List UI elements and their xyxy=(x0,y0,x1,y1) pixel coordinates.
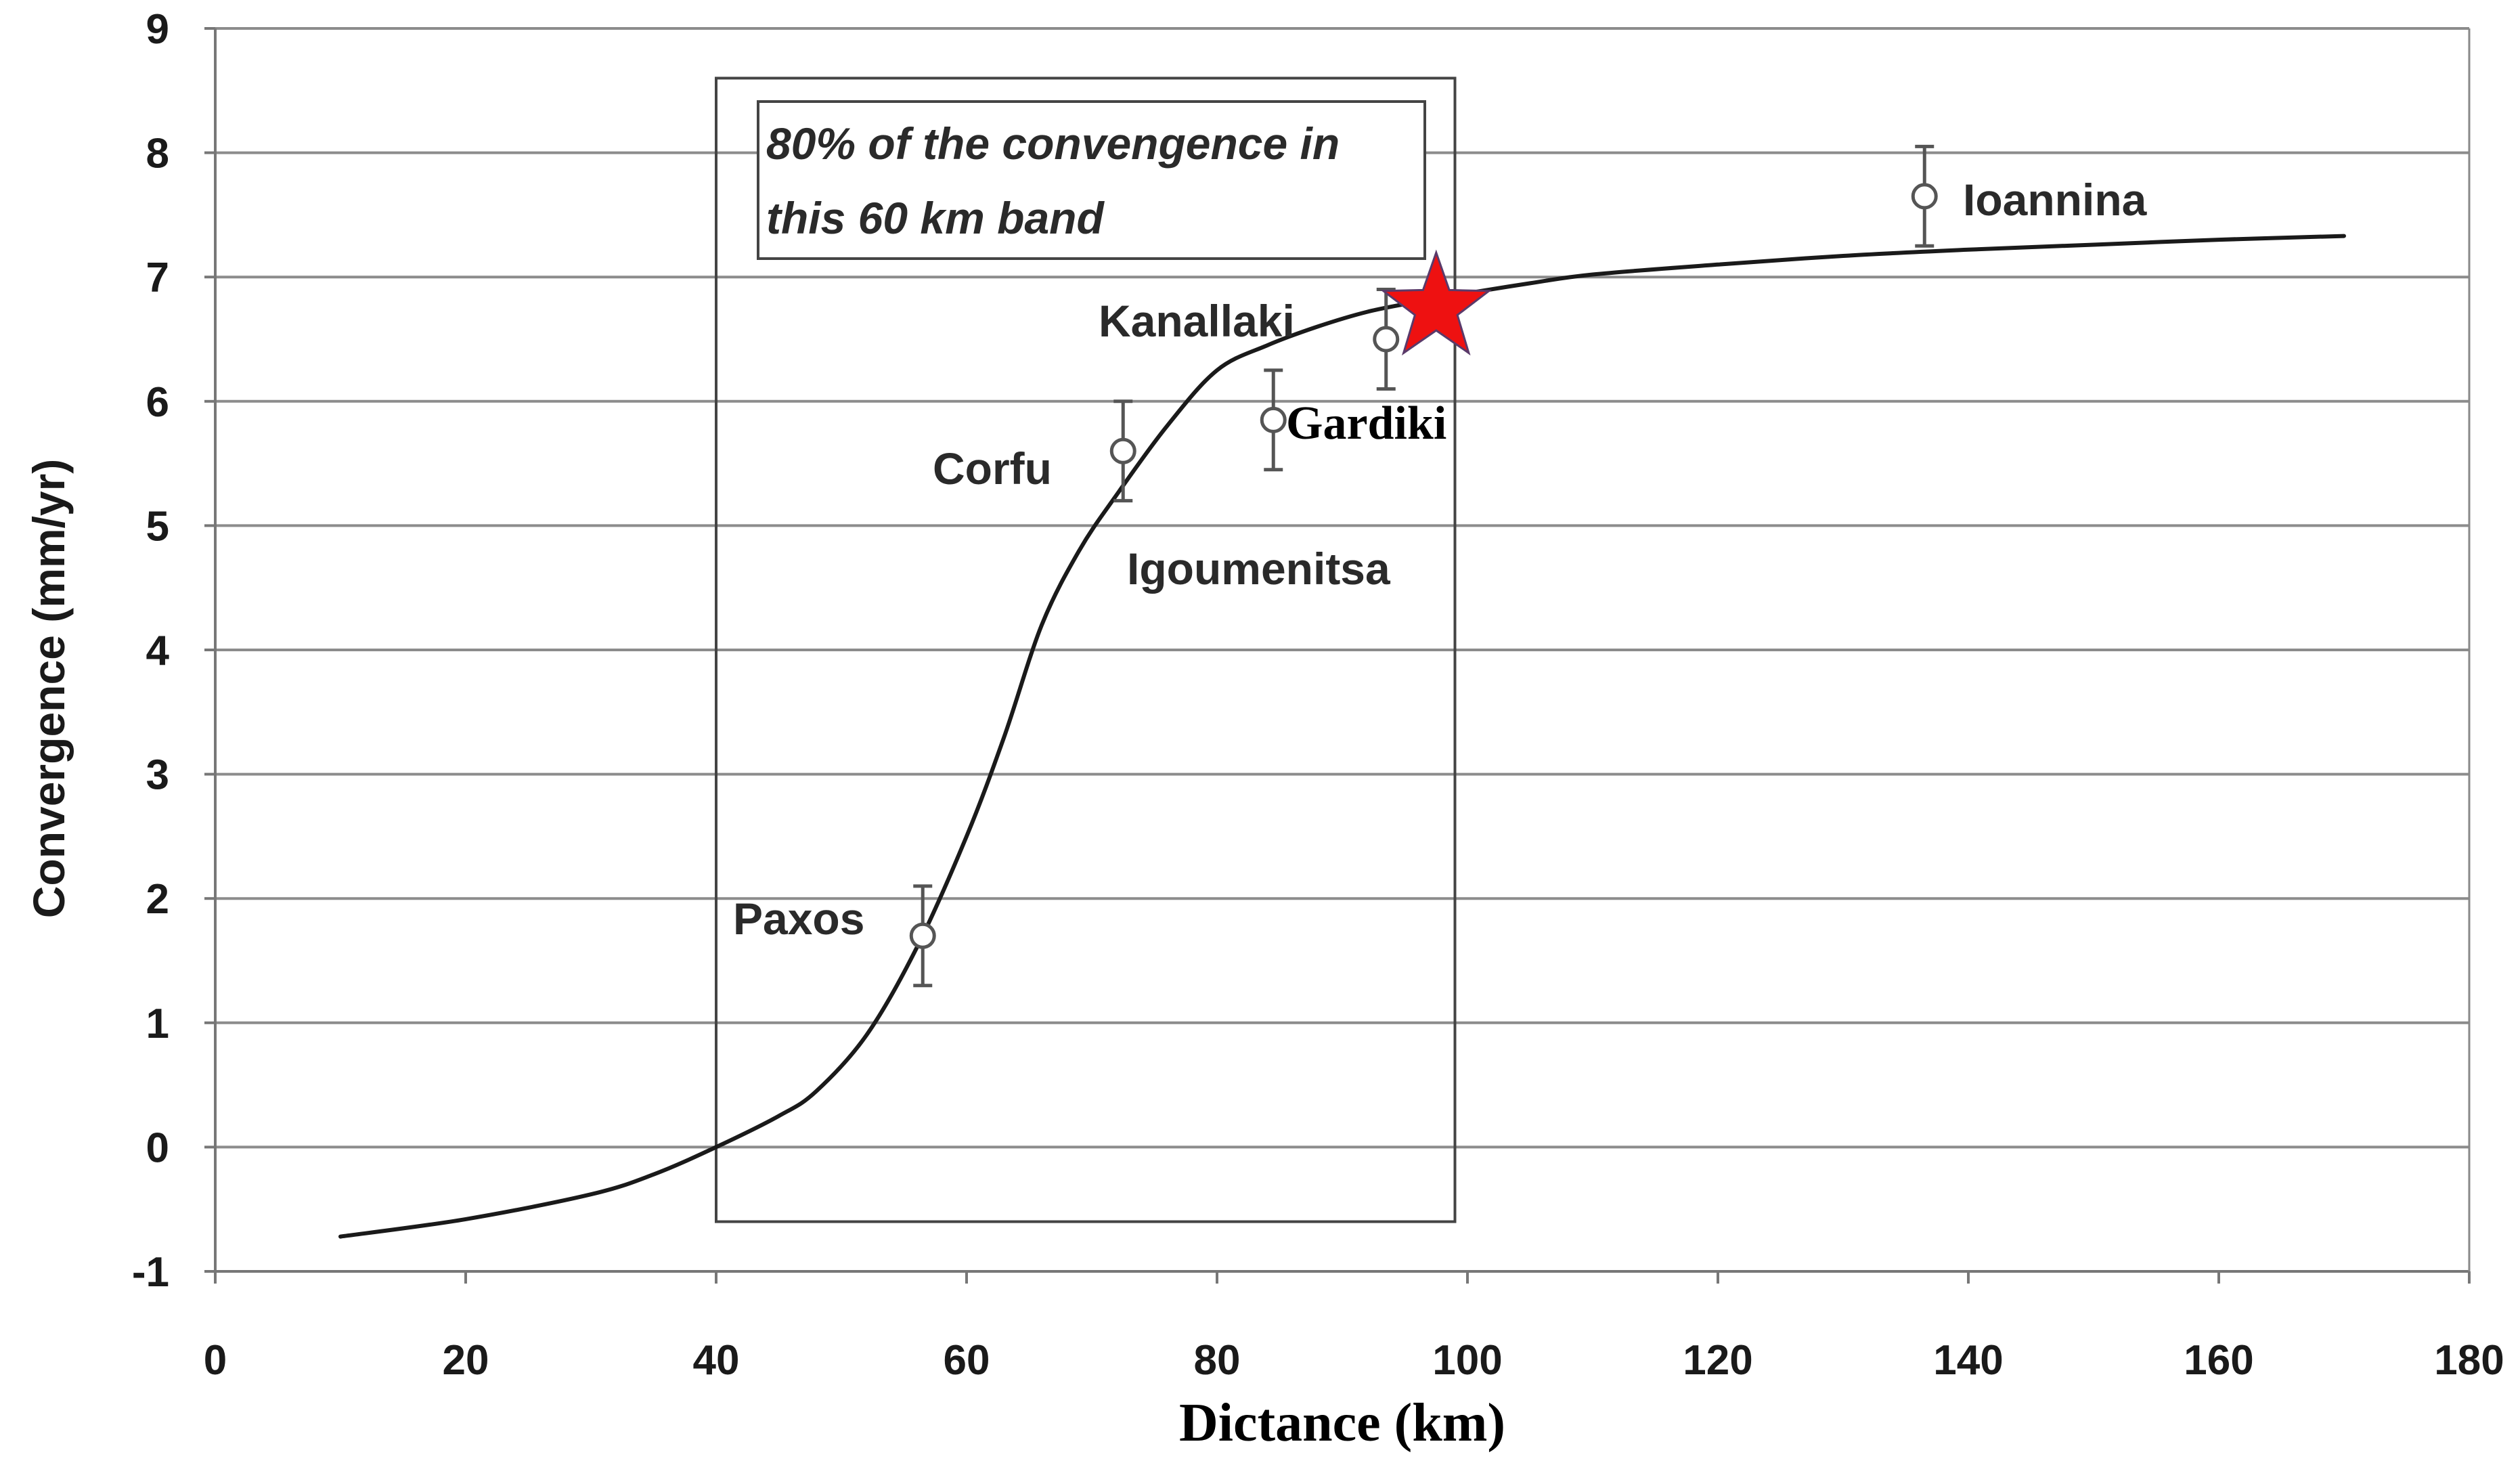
point-corfu xyxy=(1109,399,1136,503)
band-annotation-line-2: this 60 km band xyxy=(766,193,1105,243)
x-tick-label: 0 xyxy=(204,1337,227,1384)
y-tick-label: 1 xyxy=(146,1001,169,1047)
x-tick-label: 180 xyxy=(2434,1337,2504,1384)
label-gardiki: Gardiki xyxy=(1286,397,1446,450)
point-igoumenitsa xyxy=(1260,368,1287,472)
point-marker xyxy=(1260,406,1287,433)
x-tick-label: 140 xyxy=(1933,1337,2003,1384)
grid-lines xyxy=(215,27,2469,1273)
y-tick-label: 8 xyxy=(146,131,169,177)
point-marker xyxy=(1109,437,1136,464)
y-axis-title: Convergence (mm/yr) xyxy=(24,459,74,919)
x-tick-label: 120 xyxy=(1683,1337,1752,1384)
band-rectangle xyxy=(715,76,1457,1223)
y-tick-label: 6 xyxy=(146,379,169,426)
label-corfu: Corfu xyxy=(933,443,1052,494)
convergence-curve xyxy=(338,234,2346,1239)
point-ioannina xyxy=(1911,144,1938,248)
axes xyxy=(204,27,2471,1284)
label-paxos: Paxos xyxy=(733,894,864,944)
x-tick-label: 60 xyxy=(944,1337,990,1384)
point-marker xyxy=(1911,183,1938,210)
y-tick-label: 4 xyxy=(146,628,170,674)
x-tick-labels: 0 20 40 60 80 100 120 140 160 180 xyxy=(204,1337,2504,1384)
y-tick-label: 9 xyxy=(146,6,169,53)
y-tick-label: 7 xyxy=(146,255,169,301)
x-tick-label: 100 xyxy=(1432,1337,1502,1384)
label-igoumenitsa: Igoumenitsa xyxy=(1127,544,1391,594)
point-marker xyxy=(909,922,936,949)
x-tick-label: 160 xyxy=(2184,1337,2253,1384)
x-tick-label: 80 xyxy=(1194,1337,1241,1384)
band-annotation-line-1: 80% of the convengence in xyxy=(766,118,1340,169)
y-tick-label: 2 xyxy=(146,876,169,923)
y-tick-label: 3 xyxy=(146,752,169,799)
y-tick-label: 0 xyxy=(146,1124,169,1171)
y-tick-labels: -1 0 1 2 3 4 5 6 7 8 9 xyxy=(132,6,170,1296)
point-paxos xyxy=(909,884,936,988)
gardiki-star-icon xyxy=(1380,249,1493,356)
point-marker xyxy=(1373,326,1400,353)
label-ioannina: Ioannina xyxy=(1963,175,2148,225)
band-annotation-box xyxy=(757,100,1426,260)
x-tick-label: 20 xyxy=(443,1337,489,1384)
point-kanallaki xyxy=(1373,288,1400,391)
y-tick-label: 5 xyxy=(146,503,169,550)
x-tick-label: 40 xyxy=(693,1337,740,1384)
x-axis-title: Dictance (km) xyxy=(1179,1393,1505,1453)
data-points xyxy=(909,144,1938,988)
y-tick-label: -1 xyxy=(132,1249,169,1296)
label-kanallaki: Kanallaki xyxy=(1099,296,1295,346)
